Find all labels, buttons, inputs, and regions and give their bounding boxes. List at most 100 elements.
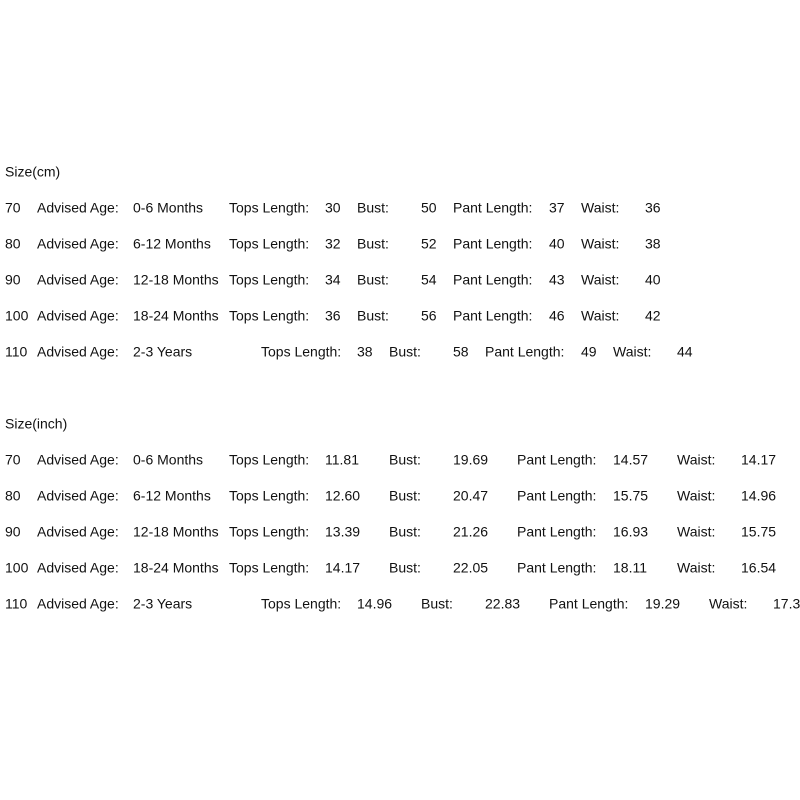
pant-value: 46 (549, 308, 565, 324)
bust-label: Bust: (389, 344, 421, 360)
tops-value: 36 (325, 308, 341, 324)
section-title: Size(inch) (5, 416, 67, 432)
age-label: Advised Age: (37, 524, 119, 540)
pant-label: Pant Length: (453, 272, 532, 288)
tops-label: Tops Length: (229, 272, 309, 288)
tops-value: 12.60 (325, 488, 360, 504)
size: 70 (5, 200, 21, 216)
age: 18-24 Months (133, 560, 219, 576)
pant-label: Pant Length: (485, 344, 564, 360)
age: 12-18 Months (133, 272, 219, 288)
age-label: Advised Age: (37, 200, 119, 216)
pant-label: Pant Length: (453, 236, 532, 252)
size: 110 (5, 596, 28, 612)
waist-label: Waist: (581, 236, 619, 252)
age: 18-24 Months (133, 308, 219, 324)
bust-label: Bust: (389, 524, 421, 540)
size: 90 (5, 272, 21, 288)
bust-label: Bust: (389, 488, 421, 504)
tops-label: Tops Length: (261, 596, 341, 612)
section-title: Size(cm) (5, 164, 60, 180)
pant-label: Pant Length: (549, 596, 628, 612)
waist-value: 38 (645, 236, 661, 252)
age: 2-3 Years (133, 344, 192, 360)
tops-value: 30 (325, 200, 341, 216)
size: 80 (5, 488, 21, 504)
age: 0-6 Months (133, 452, 203, 468)
pant-value: 40 (549, 236, 565, 252)
tops-label: Tops Length: (229, 560, 309, 576)
age-label: Advised Age: (37, 236, 119, 252)
tops-value: 34 (325, 272, 341, 288)
tops-value: 11.81 (325, 452, 359, 468)
bust-value: 22.05 (453, 560, 488, 576)
tops-label: Tops Length: (229, 236, 309, 252)
pant-value: 15.75 (613, 488, 648, 504)
size: 80 (5, 236, 21, 252)
age-label: Advised Age: (37, 452, 119, 468)
age: 6-12 Months (133, 236, 211, 252)
size: 70 (5, 452, 21, 468)
age: 2-3 Years (133, 596, 192, 612)
bust-label: Bust: (389, 452, 421, 468)
waist-value: 16.54 (741, 560, 776, 576)
age-label: Advised Age: (37, 560, 119, 576)
age-label: Advised Age: (37, 344, 119, 360)
waist-label: Waist: (677, 488, 715, 504)
tops-label: Tops Length: (229, 308, 309, 324)
age: 12-18 Months (133, 524, 219, 540)
waist-label: Waist: (581, 308, 619, 324)
tops-label: Tops Length: (229, 452, 309, 468)
waist-value: 36 (645, 200, 661, 216)
bust-value: 50 (421, 200, 437, 216)
age: 6-12 Months (133, 488, 211, 504)
tops-label: Tops Length: (261, 344, 341, 360)
waist-label: Waist: (709, 596, 747, 612)
bust-value: 22.83 (485, 596, 520, 612)
size: 90 (5, 524, 21, 540)
bust-value: 56 (421, 308, 437, 324)
waist-value: 14.96 (741, 488, 776, 504)
bust-label: Bust: (357, 272, 389, 288)
pant-value: 37 (549, 200, 565, 216)
pant-value: 43 (549, 272, 565, 288)
pant-label: Pant Length: (517, 488, 596, 504)
age-label: Advised Age: (37, 488, 119, 504)
bust-label: Bust: (357, 236, 389, 252)
pant-label: Pant Length: (517, 560, 596, 576)
size: 100 (5, 308, 29, 324)
pant-value: 49 (581, 344, 597, 360)
age-label: Advised Age: (37, 596, 119, 612)
bust-label: Bust: (421, 596, 453, 612)
waist-label: Waist: (613, 344, 651, 360)
tops-value: 14.17 (325, 560, 360, 576)
age-label: Advised Age: (37, 272, 119, 288)
tops-label: Tops Length: (229, 200, 309, 216)
bust-label: Bust: (357, 200, 389, 216)
pant-value: 18.11 (613, 560, 647, 576)
waist-value: 42 (645, 308, 661, 324)
bust-value: 21.26 (453, 524, 488, 540)
bust-value: 52 (421, 236, 437, 252)
waist-value: 15.75 (741, 524, 776, 540)
pant-value: 19.29 (645, 596, 680, 612)
pant-label: Pant Length: (453, 200, 532, 216)
pant-value: 16.93 (613, 524, 648, 540)
tops-value: 38 (357, 344, 373, 360)
pant-label: Pant Length: (517, 452, 596, 468)
bust-label: Bust: (389, 560, 421, 576)
waist-value: 44 (677, 344, 693, 360)
waist-label: Waist: (677, 524, 715, 540)
bust-value: 54 (421, 272, 437, 288)
bust-value: 58 (453, 344, 469, 360)
pant-value: 14.57 (613, 452, 648, 468)
tops-value: 32 (325, 236, 341, 252)
size: 100 (5, 560, 29, 576)
tops-value: 14.96 (357, 596, 392, 612)
age: 0-6 Months (133, 200, 203, 216)
pant-label: Pant Length: (517, 524, 596, 540)
waist-label: Waist: (581, 200, 619, 216)
waist-value: 40 (645, 272, 661, 288)
pant-label: Pant Length: (453, 308, 532, 324)
